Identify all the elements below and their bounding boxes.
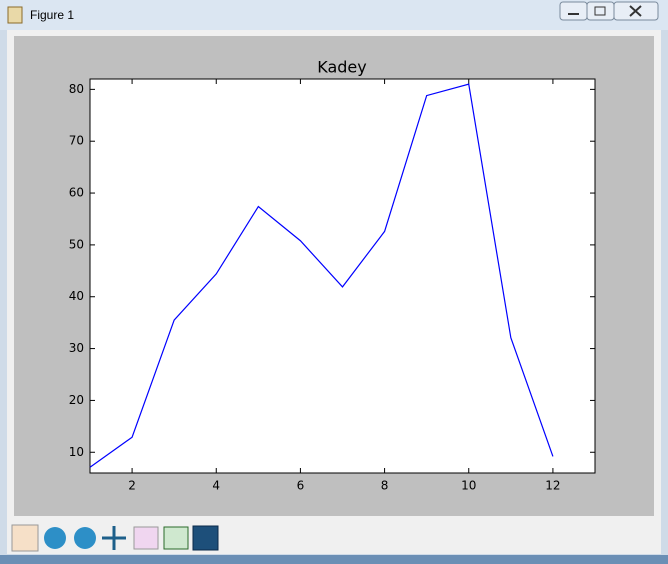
y-tick-label: 40	[69, 289, 84, 303]
y-tick-label: 10	[69, 445, 84, 459]
window-title: Figure 1	[30, 8, 74, 22]
x-tick-label: 4	[212, 479, 220, 493]
home-button[interactable]	[11, 524, 39, 552]
minimize-button[interactable]	[559, 1, 588, 21]
y-tick-label: 70	[69, 134, 84, 148]
zoom-button[interactable]	[133, 526, 159, 550]
y-tick-label: 50	[69, 237, 84, 251]
axes	[89, 78, 596, 474]
save-button[interactable]	[192, 525, 219, 551]
x-tick-label: 8	[381, 479, 389, 493]
back-button[interactable]	[44, 527, 66, 549]
taskbar	[0, 555, 668, 564]
y-tick-label: 20	[69, 393, 84, 407]
forward-button[interactable]	[74, 527, 96, 549]
title-bar	[0, 0, 668, 30]
x-tick-label: 2	[128, 479, 136, 493]
y-tick-label: 30	[69, 341, 84, 355]
x-tick-label: 12	[545, 479, 560, 493]
x-tick-label: 10	[461, 479, 476, 493]
window-controls[interactable]	[559, 1, 659, 21]
pan-button[interactable]	[102, 526, 126, 550]
maximize-button[interactable]	[586, 1, 615, 21]
window-icon	[7, 6, 23, 24]
chart-title: Kadey	[317, 58, 366, 77]
x-tick-label: 6	[297, 479, 305, 493]
subplots-button[interactable]	[163, 526, 189, 550]
y-tick-label: 80	[69, 82, 84, 96]
y-tick-label: 60	[69, 186, 84, 200]
toolbar	[11, 524, 219, 552]
line-series	[89, 83, 554, 468]
